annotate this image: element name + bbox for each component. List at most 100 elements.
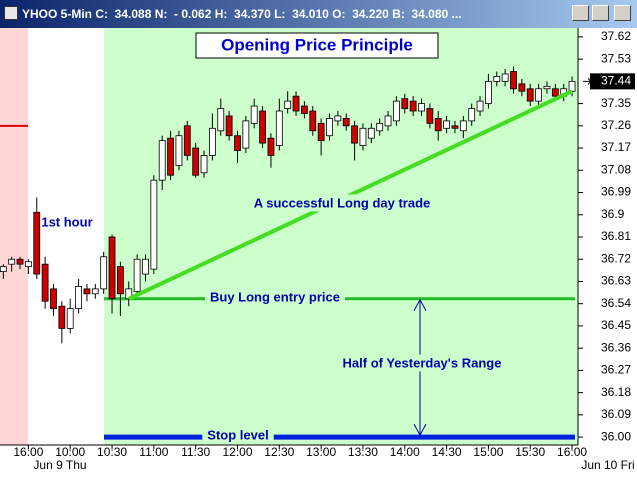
y-tick-label: 37.62 (601, 29, 631, 43)
x-tick-label: 12:30 (264, 445, 294, 459)
y-tick-label: 36.00 (601, 429, 631, 443)
candle-body (359, 127, 367, 146)
x-tick-label: 16:00 (13, 445, 43, 459)
y-tick-label: 36.45 (601, 318, 631, 332)
arrow-head (413, 298, 427, 437)
trading-zone (104, 28, 578, 445)
candle-body (125, 288, 133, 300)
candle-body (116, 266, 124, 295)
candle-body (443, 120, 450, 129)
candle-body (275, 110, 283, 146)
candle-body (334, 115, 342, 122)
candle-body (58, 305, 66, 329)
candle-body (485, 80, 492, 104)
candle-body (75, 286, 82, 310)
candle-body (217, 108, 225, 132)
minimize-button[interactable] (572, 5, 589, 21)
candle-body (192, 147, 200, 176)
candle-body (434, 118, 442, 132)
candle-body (468, 108, 476, 122)
y-tick-label: 37.26 (601, 118, 631, 132)
candle-body (158, 140, 166, 181)
x-tick-label: 10:30 (97, 445, 127, 459)
x-tick-label: 15:00 (473, 445, 503, 459)
title-bar: YHOO 5-Min C: 34.088 N: - 0.062 H: 34.37… (0, 0, 637, 28)
candle-body (175, 135, 183, 166)
x-tick-label: 10:00 (55, 445, 85, 459)
candle-body (518, 83, 526, 92)
candle-body (551, 88, 559, 97)
date-label: Jun 10 Fri (581, 458, 634, 472)
candle-body (16, 258, 24, 265)
candle-body (543, 85, 551, 90)
candle-body (225, 115, 233, 137)
x-tick-label: 11:00 (139, 445, 168, 459)
trade-label: A successful Long day trade (254, 195, 431, 210)
y-tick-label: 36.99 (601, 185, 631, 199)
range-label-bg (337, 354, 507, 372)
last-price-label: 37.44 (601, 74, 631, 88)
candle-body (33, 211, 41, 275)
candle-body (342, 118, 350, 127)
x-tick-label: 12:00 (222, 445, 252, 459)
last-price-pointer (583, 78, 592, 85)
y-tick-label: 36.72 (601, 251, 631, 265)
close-button[interactable] (614, 5, 631, 21)
candle-body (351, 125, 358, 144)
y-tick-label: 37.08 (601, 162, 631, 176)
candle-body (451, 125, 459, 129)
candle-body (142, 258, 149, 275)
y-tick-label: 36.36 (601, 340, 631, 354)
y-tick-label: 36.09 (601, 407, 631, 421)
candle-body (301, 105, 308, 114)
entry-label: Buy Long entry price (210, 289, 340, 304)
trade-label-bg (248, 194, 436, 212)
candle-body (476, 100, 484, 112)
candle-body (150, 179, 158, 270)
candle-body (167, 137, 174, 176)
y-tick-label: 36.9 (601, 207, 625, 221)
candle-body (66, 308, 74, 329)
title-box (195, 32, 439, 59)
candle-body (393, 100, 400, 122)
candle-body (309, 110, 317, 132)
x-tick-label: 14:30 (432, 445, 462, 459)
candle-body (267, 137, 275, 156)
candle-body (376, 122, 384, 132)
y-tick-label: 36.63 (601, 274, 631, 288)
y-tick-label: 36.54 (601, 296, 631, 310)
stop-label-bg (202, 426, 274, 444)
maximize-button[interactable] (592, 5, 609, 21)
candle-body (208, 127, 216, 156)
candle-body (108, 236, 116, 300)
candle-body (250, 105, 258, 124)
date-label: Jun 9 Thu (33, 458, 86, 472)
range-label: Half of Yesterday's Range (343, 355, 502, 370)
entry-label-bg (204, 288, 346, 306)
candle-body (284, 100, 292, 109)
candle-body (83, 288, 91, 295)
first-hour-label: 1st hour (41, 214, 92, 229)
candle-body (50, 288, 57, 310)
stop-label: Stop level (207, 427, 268, 442)
candle-body (41, 263, 49, 302)
candle-body (200, 155, 208, 174)
x-tick-label: 13:00 (306, 445, 336, 459)
chart-title: Opening Price Principle (221, 35, 413, 54)
candle-body (384, 115, 392, 127)
title-bar-text: YHOO 5-Min C: 34.088 N: - 0.062 H: 34.37… (22, 7, 462, 21)
x-tick-label: 11:30 (181, 445, 210, 459)
y-tick-label: 36.18 (601, 385, 631, 399)
candle-body (418, 103, 425, 112)
x-tick-label: 13:30 (348, 445, 378, 459)
candle-body (493, 76, 501, 82)
y-tick-label: 37.35 (601, 96, 631, 110)
x-tick-label: 16:00 (557, 445, 587, 459)
candle-body (91, 288, 99, 295)
candle-body (242, 120, 250, 149)
x-tick-label: 15:30 (515, 445, 545, 459)
candle-body (367, 127, 375, 139)
previous-day-zone (0, 28, 28, 445)
